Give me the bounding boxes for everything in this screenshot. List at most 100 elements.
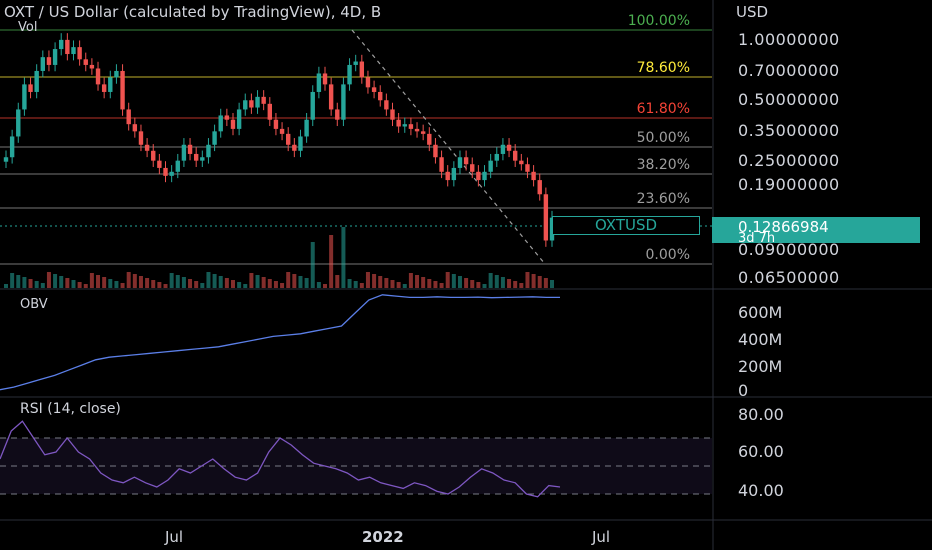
volume-bar (83, 284, 88, 288)
volume-bar (525, 272, 530, 288)
volume-bar (16, 275, 21, 288)
candle-body (151, 150, 156, 161)
volume-bar (175, 275, 180, 288)
candle-body (322, 73, 328, 85)
candle-body (22, 84, 27, 110)
volume-bar (543, 278, 548, 288)
price-axis-tick: 0.35000000 (738, 121, 840, 141)
fib-level-label: 78.60% (636, 60, 690, 76)
volume-bar (157, 282, 162, 288)
volume-bar (261, 277, 266, 288)
candle-body (408, 124, 414, 129)
candle-body (28, 84, 33, 92)
candle-body (488, 160, 493, 172)
candle-body (378, 91, 383, 101)
candle-body (206, 144, 211, 158)
candle-body (273, 119, 279, 129)
candle-body (65, 39, 70, 55)
fib-level-label: 23.60% (636, 191, 690, 207)
candle-body (243, 100, 248, 110)
candle-body (457, 157, 463, 168)
volume-bar (298, 276, 303, 288)
volume-bar (415, 275, 420, 288)
time-axis-tick: Jul (592, 528, 611, 546)
candle-body (83, 59, 88, 65)
volume-bar (513, 281, 518, 288)
symbol-tag: OXTUSD (552, 216, 700, 235)
candle-body (304, 119, 309, 137)
candle-body (335, 109, 340, 120)
volume-bar (390, 280, 395, 288)
volume-bar (132, 274, 137, 288)
volume-bar (482, 284, 487, 288)
candle-body (89, 64, 95, 69)
volume-bar (439, 283, 444, 288)
candle-body (537, 180, 542, 195)
volume-bar (243, 284, 248, 288)
volume-bar (120, 283, 125, 288)
candle-body (59, 39, 64, 50)
volume-bar (421, 277, 426, 288)
volume-bar (4, 284, 8, 288)
candle-body (40, 57, 46, 71)
candle-body (451, 167, 457, 181)
candle-body (114, 70, 119, 78)
candle-body (187, 144, 193, 154)
candle-body (365, 77, 371, 88)
candle-body (267, 103, 272, 120)
candle-body (371, 87, 377, 92)
obv-axis-tick: 0 (738, 381, 749, 400)
candle-body (402, 124, 407, 127)
candle-body (101, 84, 107, 92)
fib-level-label: 0.00% (645, 247, 690, 263)
volume-bar (286, 272, 291, 288)
last-price-value: 0.12866984 (738, 218, 829, 236)
volume-bar (77, 282, 82, 288)
candle-body (255, 96, 260, 108)
rsi-axis-tick: 60.00 (738, 442, 784, 461)
volume-bar (273, 281, 278, 288)
fib-level-label: 38.20% (636, 157, 690, 173)
time-axis-tick: Jul (165, 528, 184, 546)
price-axis-tick: 0.50000000 (738, 90, 840, 110)
candle-body (95, 68, 101, 85)
volume-bar (28, 279, 33, 288)
candle-body (169, 171, 174, 176)
candle-body (439, 157, 444, 172)
chart-title: OXT / US Dollar (calculated by TradingVi… (4, 3, 382, 21)
volume-bar (433, 281, 438, 288)
candle-body (175, 160, 180, 172)
candle-body (420, 131, 426, 134)
volume-bar (138, 276, 143, 288)
volume-bar (494, 275, 499, 288)
volume-bar (550, 280, 554, 288)
fib-level-label: 50.00% (636, 130, 690, 146)
volume-bar (353, 281, 358, 288)
obv-line (0, 294, 560, 391)
candle-body (390, 109, 395, 120)
volume-bar (53, 274, 58, 288)
volume-bar (427, 279, 432, 288)
volume-bar (71, 280, 76, 288)
candle-body (163, 167, 168, 176)
volume-bar (102, 277, 107, 288)
volume-bar (304, 278, 309, 288)
volume-bar (451, 274, 456, 288)
candle-body (200, 157, 205, 161)
volume-bar (359, 283, 364, 288)
volume-bar (188, 279, 193, 288)
obv-pane-label: OBV (20, 297, 48, 312)
volume-bar (194, 281, 199, 288)
volume-bar (169, 273, 174, 288)
volume-bar (22, 277, 27, 288)
volume-bar (230, 280, 235, 288)
volume-bar (476, 282, 481, 288)
volume-bar (341, 227, 346, 288)
volume-bar (408, 273, 413, 288)
candle-body (52, 49, 58, 65)
candle-body (512, 150, 518, 161)
price-axis-tick: 1.00000000 (738, 29, 840, 49)
rsi-axis-tick: 80.00 (738, 405, 784, 424)
volume-bar (126, 272, 131, 288)
